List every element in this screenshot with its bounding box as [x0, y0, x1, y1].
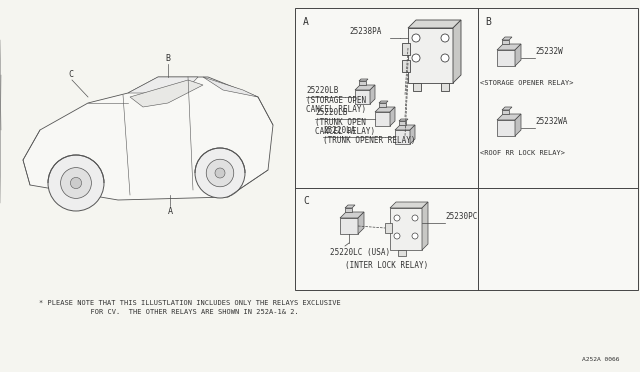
Text: 25220LC (USA): 25220LC (USA) — [330, 248, 390, 257]
Bar — [355, 90, 370, 104]
Circle shape — [441, 34, 449, 42]
Circle shape — [412, 34, 420, 42]
Bar — [402, 60, 410, 72]
Circle shape — [48, 155, 104, 211]
Circle shape — [394, 215, 400, 221]
Circle shape — [61, 168, 92, 198]
Text: 25232W: 25232W — [535, 47, 563, 56]
Bar — [399, 121, 406, 125]
Text: C: C — [303, 196, 309, 206]
Polygon shape — [390, 107, 395, 126]
Circle shape — [441, 54, 449, 62]
Bar — [375, 112, 390, 126]
Bar — [402, 43, 410, 55]
Polygon shape — [497, 44, 521, 50]
Polygon shape — [340, 212, 364, 218]
Text: 25220LA: 25220LA — [323, 126, 355, 135]
Bar — [385, 223, 392, 233]
Polygon shape — [497, 114, 521, 120]
Polygon shape — [379, 101, 388, 103]
Text: * PLEASE NOTE THAT THIS ILLUSTLATION INCLUDES ONLY THE RELAYS EXCLUSIVE: * PLEASE NOTE THAT THIS ILLUSTLATION INC… — [39, 300, 341, 306]
Polygon shape — [410, 125, 415, 144]
Text: 25220LB: 25220LB — [315, 108, 348, 117]
Text: FOR CV.  THE OTHER RELAYS ARE SHOWN IN 252A-1& 2.: FOR CV. THE OTHER RELAYS ARE SHOWN IN 25… — [82, 309, 298, 315]
Text: (TRUNK OPEN: (TRUNK OPEN — [315, 118, 366, 127]
Bar — [295, 8, 638, 290]
Polygon shape — [502, 107, 512, 110]
Polygon shape — [453, 20, 461, 83]
Polygon shape — [203, 77, 258, 97]
Bar — [395, 130, 410, 144]
Bar — [413, 83, 421, 91]
Circle shape — [412, 54, 420, 62]
Circle shape — [412, 215, 418, 221]
Bar — [497, 120, 515, 136]
Bar — [398, 250, 406, 256]
Text: C: C — [68, 70, 73, 79]
Text: A: A — [168, 207, 173, 216]
Text: A252A 0066: A252A 0066 — [582, 357, 620, 362]
Bar — [497, 50, 515, 66]
Text: B: B — [485, 17, 491, 27]
Polygon shape — [375, 107, 395, 112]
Circle shape — [195, 148, 245, 198]
Circle shape — [70, 177, 82, 189]
Text: (TRUNK OPENER RELAY): (TRUNK OPENER RELAY) — [323, 136, 415, 145]
Polygon shape — [355, 85, 375, 90]
Polygon shape — [358, 212, 364, 234]
Polygon shape — [395, 125, 415, 130]
Text: (INTER LOCK RELAY): (INTER LOCK RELAY) — [345, 261, 428, 270]
Polygon shape — [515, 114, 521, 136]
Text: 25220LB: 25220LB — [306, 86, 339, 95]
Text: <STORAGE OPENER RELAY>: <STORAGE OPENER RELAY> — [480, 80, 573, 86]
Text: <ROOF RR LOCK RELAY>: <ROOF RR LOCK RELAY> — [480, 150, 565, 156]
Polygon shape — [390, 202, 428, 208]
Text: A: A — [303, 17, 309, 27]
Bar — [502, 110, 509, 114]
Bar — [441, 83, 449, 91]
Bar — [359, 81, 366, 85]
Bar — [379, 103, 386, 107]
Circle shape — [215, 168, 225, 178]
Polygon shape — [408, 20, 461, 28]
Circle shape — [394, 233, 400, 239]
Text: CANCEL RELAY): CANCEL RELAY) — [315, 127, 375, 136]
Text: 25230PC: 25230PC — [445, 212, 477, 221]
Bar — [340, 218, 358, 234]
Bar — [408, 28, 453, 83]
Polygon shape — [422, 202, 428, 250]
Bar — [390, 208, 422, 250]
Text: 25238PA: 25238PA — [349, 27, 381, 36]
Circle shape — [412, 233, 418, 239]
Polygon shape — [502, 37, 512, 40]
Polygon shape — [399, 119, 408, 121]
Text: (STORAGE OPEN: (STORAGE OPEN — [306, 96, 366, 105]
Text: CANCEL RELAY): CANCEL RELAY) — [306, 105, 366, 114]
Text: B: B — [165, 54, 170, 63]
Polygon shape — [515, 44, 521, 66]
Polygon shape — [345, 205, 355, 208]
Polygon shape — [370, 85, 375, 104]
Bar — [345, 208, 352, 212]
Circle shape — [206, 159, 234, 187]
Polygon shape — [23, 77, 273, 200]
Polygon shape — [130, 80, 203, 107]
Bar — [502, 40, 509, 44]
Polygon shape — [359, 79, 368, 81]
Text: 25232WA: 25232WA — [535, 117, 568, 126]
Polygon shape — [128, 77, 198, 93]
